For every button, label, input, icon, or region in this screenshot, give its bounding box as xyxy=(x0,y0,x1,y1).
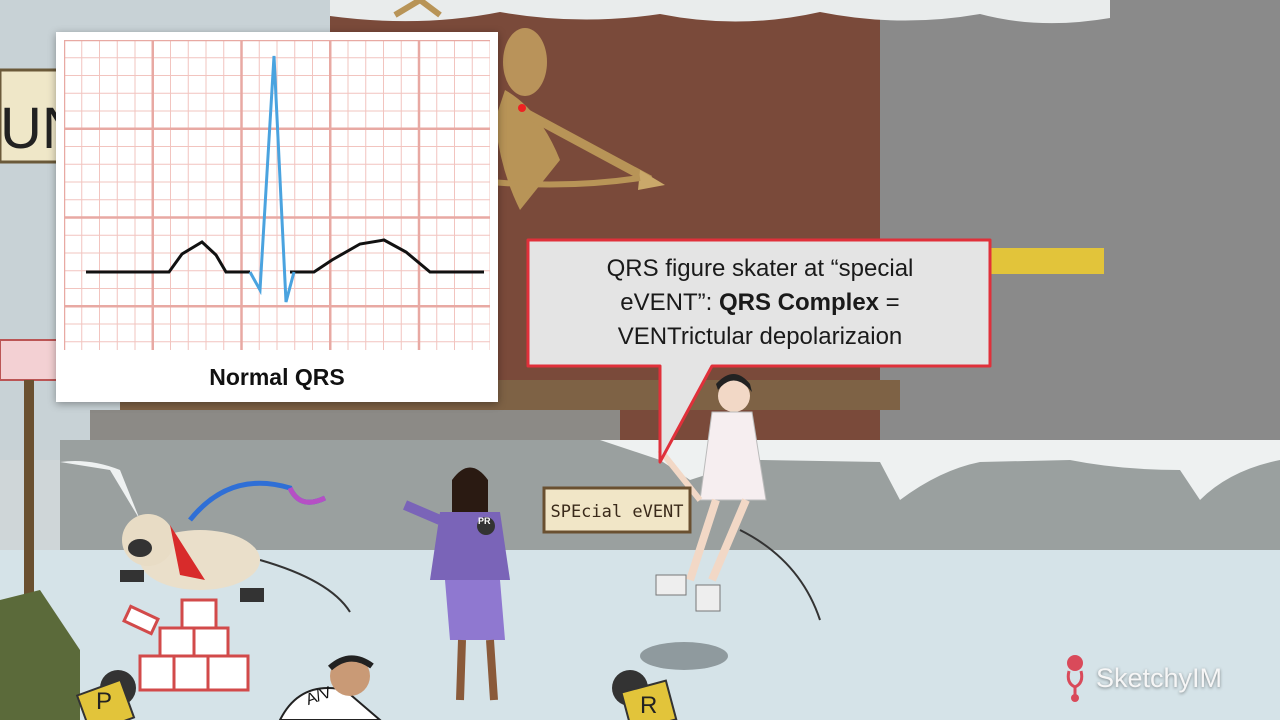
mic-letter-left: P xyxy=(96,688,113,715)
pedestal-step xyxy=(90,410,620,440)
frost-top xyxy=(330,0,1110,24)
sign-text: SPEcial eVENT xyxy=(550,502,684,522)
pug xyxy=(120,480,327,602)
mic-letter-right: R xyxy=(640,692,658,719)
callout-line-1: QRS figure skater at “special xyxy=(606,255,914,282)
logo-text: SketchyIM xyxy=(1096,662,1223,693)
callout-line-2: eVENT”: QRS Complex = xyxy=(620,289,900,316)
booth-table xyxy=(0,590,80,720)
callout-bold-term: QRS Complex xyxy=(718,289,880,316)
ecg-card: Normal QRS xyxy=(56,32,498,402)
microphone-right xyxy=(612,670,678,720)
ecg-p-t-trace xyxy=(86,240,250,274)
golden-statue xyxy=(393,0,665,210)
ecg-qrs-complex xyxy=(248,55,296,303)
callout-line-3: VENTrictular depolarizaion xyxy=(617,323,903,350)
reporter-badge: PR xyxy=(478,516,491,526)
reporter xyxy=(403,467,510,701)
stethoscope-icon xyxy=(1066,655,1084,702)
callout-text: QRS figure skater at “special eVENT”: QR… xyxy=(530,252,990,354)
block-pile xyxy=(122,598,250,692)
skater-shadow xyxy=(640,642,728,670)
cameraman xyxy=(278,655,382,720)
special-event-sign xyxy=(542,486,692,534)
ecg-t-wave xyxy=(290,238,484,274)
ecg-label: Normal QRS xyxy=(209,364,345,390)
sketchy-logo: SketchyIM xyxy=(1060,652,1222,704)
figure-skater xyxy=(655,374,767,612)
rink-frost xyxy=(600,440,1280,500)
ecg-grid xyxy=(64,40,490,350)
